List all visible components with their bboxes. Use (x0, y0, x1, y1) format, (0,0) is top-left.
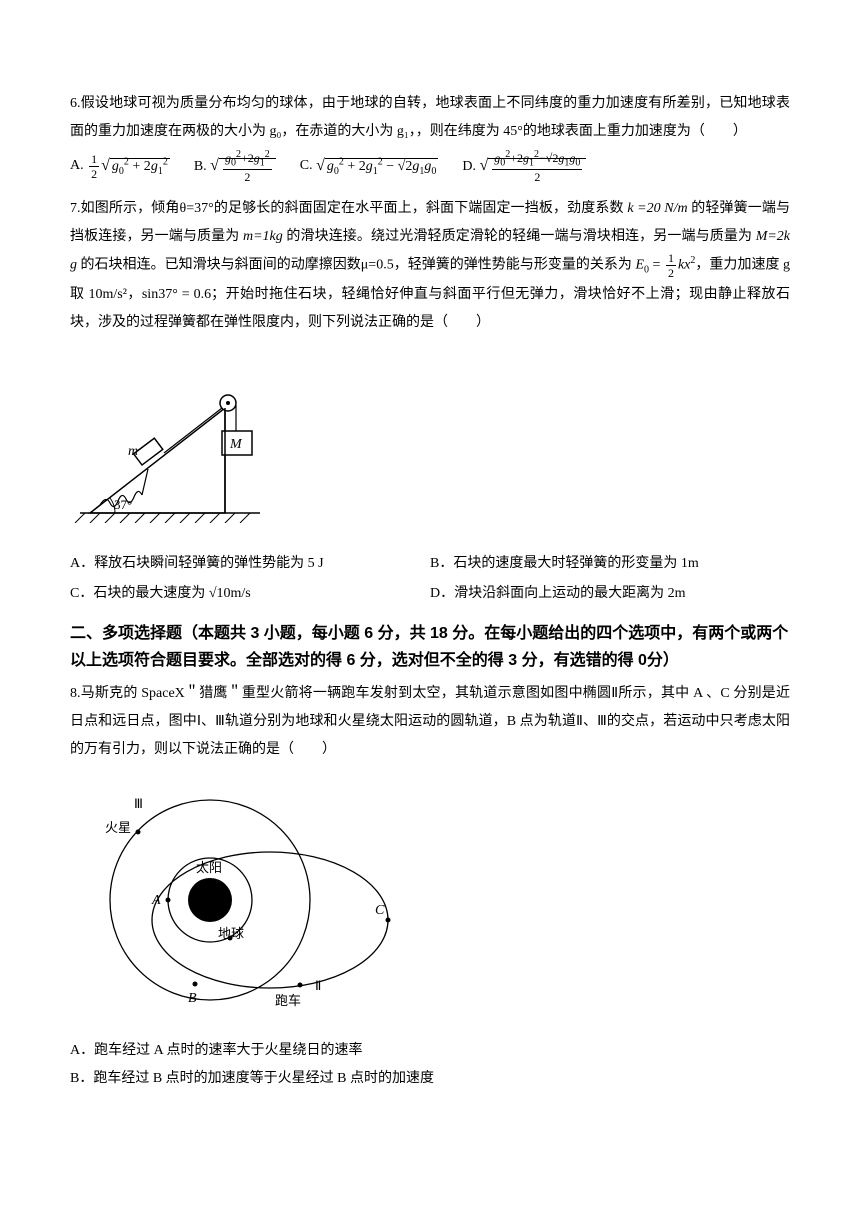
q6-stem: 6.假设地球可视为质量分布均匀的球体，由于地球的自转，地球表面上不同纬度的重力加… (70, 90, 790, 146)
q7-stem: 7.如图所示，倾角θ=37°的足够长的斜面固定在水平面上，斜面下端固定一挡板，劲… (70, 195, 790, 336)
q7-number: 7. (70, 201, 81, 216)
q6-options: A. 12g02 + 2g12 B. g02+2g122 C. g02 + 2g… (70, 150, 790, 183)
label-A: A (151, 893, 161, 908)
q8-text: 马斯克的 SpaceX＂猎鹰＂重型火箭将一辆跑车发射到太空，其轨道示意图如图中椭… (70, 686, 790, 757)
label-angle: 37° (114, 497, 132, 512)
label-M: M (229, 437, 243, 452)
q6-option-b: B. g02+2g122 (194, 150, 276, 183)
label-B: B (188, 991, 197, 1006)
q6-option-c: C. g02 + 2g12 − √2g1g0 (300, 150, 439, 183)
q7-option-d: D．滑块沿斜面向上运动的最大距离为 2m (430, 580, 790, 608)
section-2-header: 二、多项选择题（本题共 3 小题，每小题 6 分，共 18 分。在每小题给出的四… (70, 620, 790, 674)
incline-diagram-svg: m M 37° (70, 353, 290, 523)
label-C: C (375, 903, 385, 918)
label-mars: 火星 (105, 820, 131, 835)
q7-option-c: C．石块的最大速度为 √10m/s (70, 580, 430, 608)
label-III: Ⅲ (134, 796, 143, 811)
q7-option-b: B．石块的速度最大时轻弹簧的形变量为 1m (430, 550, 790, 578)
q8-options: A．跑车经过 A 点时的速率大于火星绕日的速率 B．跑车经过 B 点时的加速度等… (70, 1037, 790, 1093)
label-car: 跑车 (275, 993, 301, 1008)
q8-option-a: A．跑车经过 A 点时的速率大于火星绕日的速率 (70, 1037, 790, 1065)
q8-figure: Ⅲ 火星 Ⅰ 太阳 地球 Ⅱ 跑车 A C B (70, 780, 790, 1021)
q7-options: A．释放石块瞬间轻弹簧的弹性势能为 5 J B．石块的速度最大时轻弹簧的形变量为… (70, 550, 790, 608)
q6-option-a: A. 12g02 + 2g12 (70, 150, 170, 183)
question-7: 7.如图所示，倾角θ=37°的足够长的斜面固定在水平面上，斜面下端固定一挡板，劲… (70, 195, 790, 607)
q6-text: 假设地球可视为质量分布均匀的球体，由于地球的自转，地球表面上不同纬度的重力加速度… (70, 96, 790, 139)
q8-number: 8. (70, 686, 81, 701)
label-m: m (128, 444, 138, 459)
q6-number: 6. (70, 96, 81, 111)
q8-stem: 8.马斯克的 SpaceX＂猎鹰＂重型火箭将一辆跑车发射到太空，其轨道示意图如图… (70, 680, 790, 764)
label-II: Ⅱ (315, 978, 321, 993)
q6-option-d: D. g02+2g12−√2g1g02 (462, 150, 586, 183)
orbit-diagram-svg: Ⅲ 火星 Ⅰ 太阳 地球 Ⅱ 跑车 A C B (70, 780, 410, 1010)
q7-option-a: A．释放石块瞬间轻弹簧的弹性势能为 5 J (70, 550, 430, 578)
q8-option-b: B．跑车经过 B 点时的加速度等于火星经过 B 点时的加速度 (70, 1065, 790, 1093)
question-6: 6.假设地球可视为质量分布均匀的球体，由于地球的自转，地球表面上不同纬度的重力加… (70, 90, 790, 183)
question-8: 8.马斯克的 SpaceX＂猎鹰＂重型火箭将一辆跑车发射到太空，其轨道示意图如图… (70, 680, 790, 1093)
q7-figure: m M 37° (70, 353, 790, 534)
